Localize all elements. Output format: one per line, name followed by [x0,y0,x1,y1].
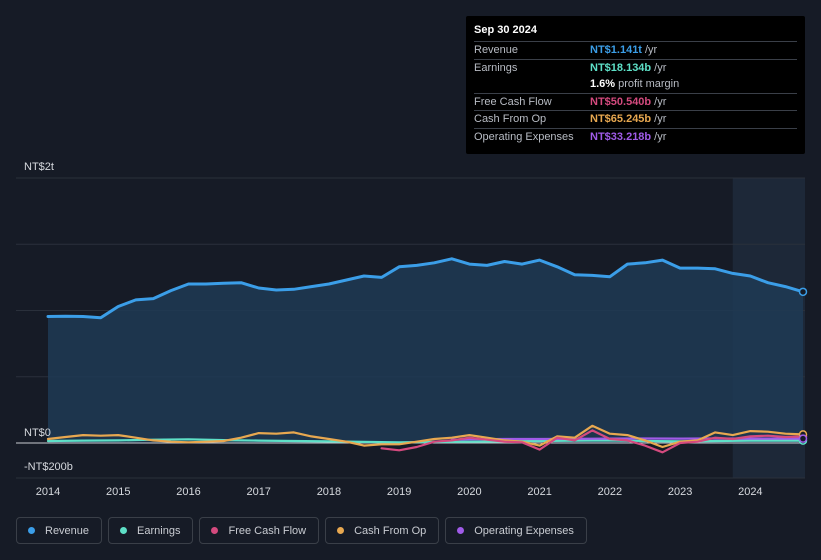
tooltip-value: NT$50.540b [590,95,652,108]
legend-label: Revenue [45,524,90,537]
tooltip-row-revenue: Revenue NT$1.141t /yr [474,41,797,59]
legend-label: Earnings [137,524,181,537]
data-tooltip: Sep 30 2024 Revenue NT$1.141t /yr Earnin… [466,16,805,154]
x-tick-label: 2021 [527,486,551,498]
tooltip-label: Free Cash Flow [474,95,552,108]
x-tick-label: 2017 [246,486,270,498]
legend-dot-icon [28,527,35,534]
legend-item-operating-expenses[interactable]: Operating Expenses [445,517,587,544]
legend-item-revenue[interactable]: Revenue [16,517,103,544]
tooltip-row-earnings: Earnings NT$18.134b /yr [474,58,797,77]
x-tick-label: 2020 [457,486,481,498]
tooltip-value: NT$65.245b [590,113,652,126]
end-marker-revenue [798,287,808,297]
x-tick-label: 2023 [668,486,692,498]
x-tick-label: 2014 [36,486,60,498]
x-tick-label: 2016 [176,486,200,498]
chart-legend: Revenue Earnings Free Cash Flow Cash Fro… [16,517,587,544]
x-tick-label: 2015 [106,486,130,498]
legend-dot-icon [120,527,128,534]
tooltip-value: NT$33.218b [590,130,652,143]
legend-dot-icon [211,527,219,534]
legend-label: Cash From Op [354,524,427,537]
x-tick-label: 2019 [387,486,411,498]
tooltip-value: NT$1.141t [590,44,642,57]
series-line-revenue [46,257,805,320]
tooltip-label: Cash From Op [474,113,547,126]
tooltip-unit: /yr [654,95,667,108]
y-tick-label: NT$0 [24,427,51,439]
revenue-area [48,258,803,443]
x-tick-label: 2022 [598,486,622,498]
tooltip-row-free-cash-flow: Free Cash Flow NT$50.540b /yr [474,92,797,111]
legend-item-free-cash-flow[interactable]: Free Cash Flow [199,517,320,544]
tooltip-label: Revenue [474,44,519,57]
legend-dot-icon [457,527,465,534]
tooltip-row-operating-expenses: Operating Expenses NT$33.218b /yr [474,127,797,146]
tooltip-unit: /yr [654,130,667,143]
x-tick-label: 2024 [738,486,762,498]
y-tick-label: NT$2t [24,161,54,173]
tooltip-unit: /yr [644,44,658,57]
tooltip-value: NT$18.134b [590,61,652,74]
tooltip-value: 1.6% [590,78,616,91]
tooltip-unit: /yr [654,113,667,126]
tooltip-row-cash-from-op: Cash From Op NT$65.245b /yr [474,110,797,128]
y-tick-label: -NT$200b [24,461,73,473]
legend-dot-icon [337,527,345,534]
tooltip-row-profit-margin: 1.6% profit margin [474,76,797,93]
legend-item-cash-from-op[interactable]: Cash From Op [325,517,440,544]
tooltip-label: Earnings [474,61,518,74]
tooltip-date: Sep 30 2024 [474,24,537,36]
tooltip-label: Operating Expenses [474,130,574,143]
series-line-cash-from-op [46,424,805,449]
legend-label: Free Cash Flow [228,524,307,537]
end-marker-operating-expenses [798,434,808,443]
legend-item-earnings[interactable]: Earnings [108,517,194,544]
tooltip-unit: profit margin [618,78,680,91]
tooltip-unit: /yr [654,61,667,74]
series-line-free-cash-flow [380,429,805,454]
x-tick-label: 2018 [317,486,341,498]
legend-label: Operating Expenses [474,524,574,537]
